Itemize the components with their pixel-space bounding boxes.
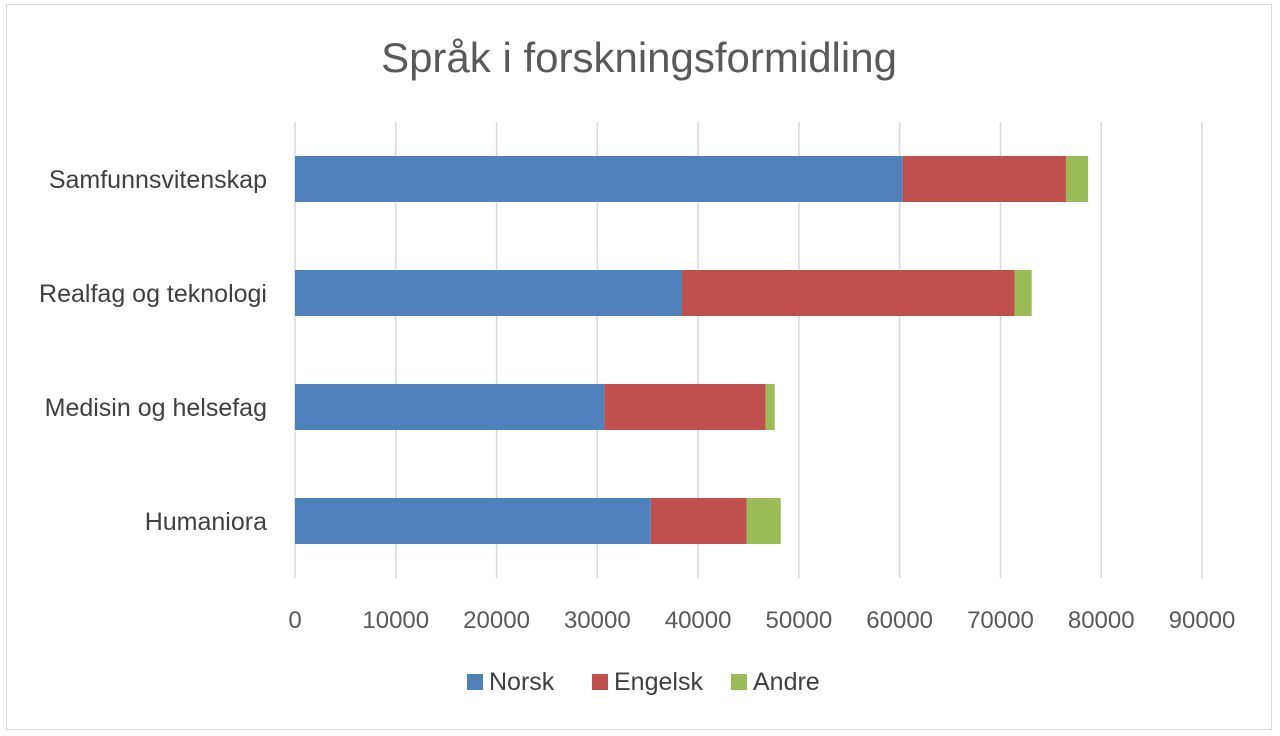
category-label: Realfag og teknologi: [39, 280, 267, 308]
bar-engelsk-1: [681, 270, 1015, 316]
legend-swatch-engelsk: [592, 674, 608, 690]
bar-andre-3: [746, 498, 781, 544]
legend-swatch-norsk: [467, 674, 483, 690]
category-label: Humaniora: [145, 508, 267, 536]
bars: [295, 156, 1089, 544]
x-tick-label: 50000: [766, 607, 833, 634]
x-tick-label: 0: [288, 607, 301, 634]
x-tick-label: 40000: [665, 607, 732, 634]
category-labels: Samfunnsvitenskap Realfag og teknologi Med…: [39, 166, 267, 536]
bar-norsk-2: [295, 384, 605, 430]
legend-label-andre: Andre: [753, 668, 820, 696]
legend-label-norsk: Norsk: [489, 668, 555, 696]
bar-norsk-0: [295, 156, 903, 202]
bar-andre-1: [1014, 270, 1032, 316]
bar-engelsk-0: [902, 156, 1066, 202]
x-tick-label: 70000: [967, 607, 1034, 634]
legend-label-engelsk: Engelsk: [614, 668, 703, 696]
bar-andre-2: [765, 384, 775, 430]
bar-andre-0: [1065, 156, 1089, 202]
x-tick-label: 60000: [866, 607, 933, 634]
bar-norsk-1: [295, 270, 682, 316]
bar-norsk-3: [295, 498, 651, 544]
x-tick-label: 10000: [362, 607, 429, 634]
x-tick-label: 30000: [564, 607, 631, 634]
x-tick-labels: 0 10000 20000 30000 40000 50000 60000 70000 8000…: [288, 607, 1235, 634]
bar-engelsk-2: [604, 384, 766, 430]
legend: Norsk Engelsk Andre: [467, 668, 820, 696]
category-label: Medisin og helsefag: [45, 394, 267, 422]
chart-title: Språk i forskningsformidling: [381, 34, 897, 81]
x-tick-label: 80000: [1068, 607, 1135, 634]
category-label: Samfunnsvitenskap: [49, 166, 267, 194]
x-tick-label: 20000: [463, 607, 530, 634]
chart-frame: [6, 4, 1272, 730]
bar-engelsk-3: [650, 498, 747, 544]
x-tick-label: 90000: [1169, 607, 1236, 634]
legend-swatch-andre: [731, 674, 747, 690]
